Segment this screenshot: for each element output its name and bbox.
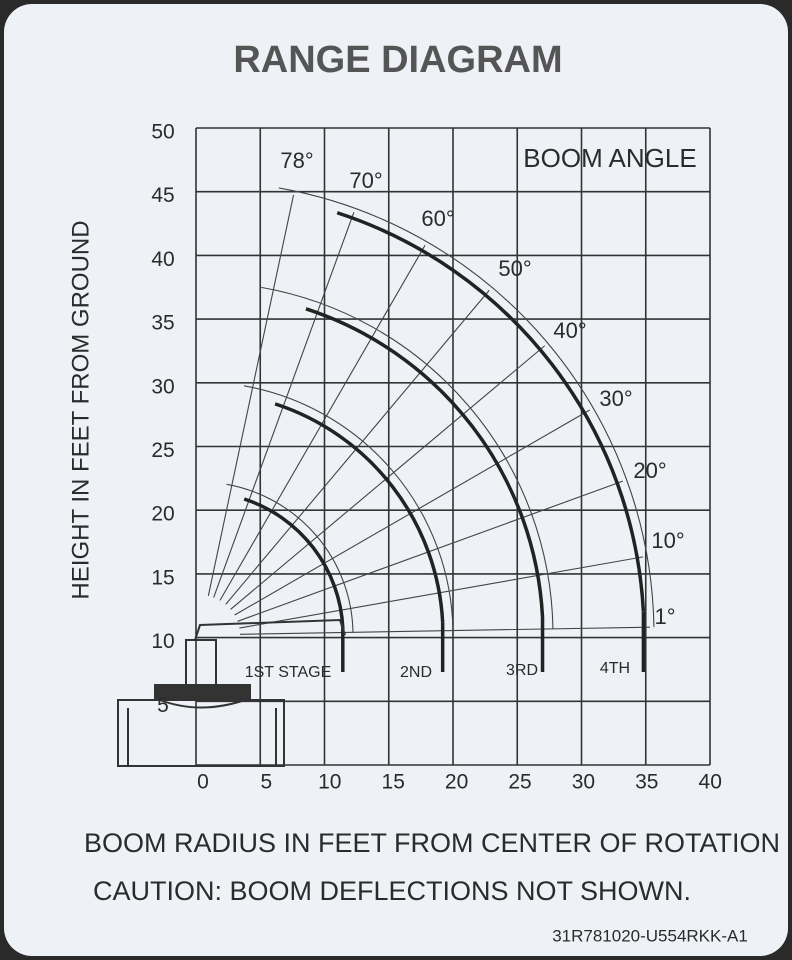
x-tick-label: 10 bbox=[318, 771, 341, 794]
x-axis-label: BOOM RADIUS IN FEET FROM CENTER OF ROTAT… bbox=[84, 828, 780, 858]
angle-line bbox=[237, 480, 624, 622]
y-tick-label: 45 bbox=[151, 184, 174, 207]
angle-label: 20° bbox=[633, 458, 666, 483]
tip-path bbox=[336, 211, 646, 612]
angle-line bbox=[239, 556, 644, 629]
stage-label: 3RD bbox=[506, 662, 538, 679]
tip-path bbox=[274, 402, 445, 623]
stage-label: 2ND bbox=[400, 664, 432, 681]
angle-label: 40° bbox=[553, 318, 586, 343]
y-tick-label: 40 bbox=[151, 248, 174, 271]
crane-base bbox=[117, 618, 346, 767]
angle-label: 78° bbox=[280, 148, 313, 173]
angle-label: 60° bbox=[421, 206, 454, 231]
angle-label: 30° bbox=[599, 386, 632, 411]
angle-arc bbox=[261, 286, 554, 629]
angle-line bbox=[219, 245, 426, 601]
stage-label: 1ST STAGE bbox=[245, 664, 332, 681]
y-tick-label: 10 bbox=[151, 630, 174, 653]
angle-line bbox=[234, 409, 590, 616]
angle-line bbox=[239, 626, 650, 635]
title: RANGE DIAGRAM bbox=[233, 39, 562, 81]
angle-line bbox=[230, 345, 546, 610]
x-tick-label: 20 bbox=[445, 771, 468, 794]
part-number: 31R781020-U554RKK-A1 bbox=[552, 926, 748, 945]
angle-line bbox=[207, 194, 295, 596]
tip-path bbox=[305, 307, 545, 618]
angle-arc bbox=[278, 187, 655, 628]
x-tick-label: 0 bbox=[197, 771, 209, 794]
y-tick-label: 15 bbox=[151, 566, 174, 589]
x-tick-label: 40 bbox=[699, 771, 722, 794]
x-tick-label: 5 bbox=[261, 771, 273, 794]
tip-path bbox=[243, 497, 345, 628]
y-tick-label: 5 bbox=[157, 694, 169, 717]
x-tick-label: 35 bbox=[635, 771, 658, 794]
angle-line bbox=[225, 289, 490, 605]
x-tick-label: 15 bbox=[382, 771, 405, 794]
y-tick-label: 35 bbox=[151, 312, 174, 335]
x-tick-label: 25 bbox=[508, 771, 531, 794]
caution: CAUTION: BOOM DEFLECTIONS NOT SHOWN. bbox=[93, 876, 691, 906]
card bbox=[4, 4, 788, 956]
angle-label: 70° bbox=[349, 168, 382, 193]
y-axis-label: HEIGHT IN FEET FROM GROUND bbox=[67, 220, 94, 599]
y-tick-label: 25 bbox=[151, 439, 174, 462]
boom-angle-arcs bbox=[207, 187, 655, 672]
y-tick-label: 30 bbox=[151, 375, 174, 398]
angle-label: 1° bbox=[654, 604, 675, 629]
stage-label: 4TH bbox=[600, 660, 630, 677]
legend-title: BOOM ANGLE bbox=[523, 143, 696, 173]
angle-label: 50° bbox=[498, 256, 531, 281]
x-tick-label: 30 bbox=[572, 771, 595, 794]
y-tick-label: 20 bbox=[151, 503, 174, 526]
angle-line bbox=[213, 211, 355, 598]
angle-arc bbox=[226, 483, 354, 633]
angle-label: 10° bbox=[651, 528, 684, 553]
angle-arc bbox=[243, 385, 454, 631]
y-tick-label: 50 bbox=[151, 121, 174, 144]
